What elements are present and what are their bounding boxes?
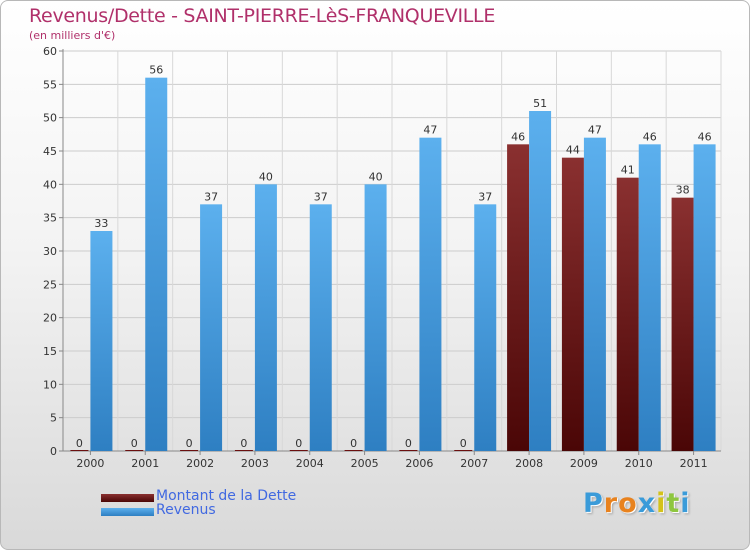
data-label: 0 bbox=[350, 437, 357, 450]
chart-subtitle: (en milliers d'€) bbox=[29, 29, 116, 42]
legend-swatch-debt bbox=[101, 494, 154, 502]
y-tick-label: 60 bbox=[43, 45, 57, 58]
data-label: 0 bbox=[460, 437, 467, 450]
data-label: 37 bbox=[478, 190, 492, 203]
y-tick-label: 45 bbox=[43, 145, 57, 158]
data-label: 47 bbox=[423, 124, 437, 137]
data-labels: 0 33 0 56 0 37 0 40 0 37 0 40 0 47 0 37 46 51 44 47 41 46 38 46 bbox=[76, 64, 712, 450]
bar-dette bbox=[507, 144, 530, 452]
data-label: 46 bbox=[698, 130, 712, 143]
grid-lines bbox=[62, 50, 722, 452]
bar-revenus bbox=[583, 137, 606, 451]
bar-revenus bbox=[529, 111, 552, 451]
y-tick-label: 40 bbox=[43, 178, 57, 191]
y-tick-label: 10 bbox=[43, 378, 57, 391]
bar-dette bbox=[671, 197, 694, 451]
data-label: 46 bbox=[643, 130, 657, 143]
data-label: 51 bbox=[533, 97, 547, 110]
legend-label-revenus: Revenus bbox=[156, 502, 216, 518]
x-tick-label: 2011 bbox=[680, 457, 708, 470]
data-label: 0 bbox=[295, 437, 302, 450]
data-label: 0 bbox=[76, 437, 83, 450]
logo-letter: P bbox=[583, 488, 604, 519]
bar-revenus bbox=[638, 144, 661, 452]
y-tick-label: 30 bbox=[43, 245, 57, 258]
bar-revenus bbox=[309, 204, 332, 451]
bar-revenus bbox=[693, 144, 716, 452]
data-label: 38 bbox=[676, 184, 690, 197]
logo-letter: i bbox=[680, 488, 691, 519]
data-label: 37 bbox=[314, 190, 328, 203]
data-label: 0 bbox=[131, 437, 138, 450]
data-label: 46 bbox=[511, 130, 525, 143]
y-tick-label: 55 bbox=[43, 78, 57, 91]
bar-dette bbox=[561, 157, 584, 451]
x-tick-label: 2008 bbox=[515, 457, 543, 470]
x-tick-label: 2007 bbox=[460, 457, 488, 470]
data-label: 47 bbox=[588, 124, 602, 137]
logo-letter: t bbox=[666, 488, 681, 519]
logo-letter: r bbox=[603, 488, 619, 519]
x-tick-label: 2002 bbox=[186, 457, 214, 470]
data-label: 0 bbox=[240, 437, 247, 450]
logo-letter: x bbox=[637, 488, 657, 519]
x-tick-label: 2005 bbox=[351, 457, 379, 470]
x-tick-label: 2001 bbox=[131, 457, 159, 470]
legend-swatch-revenus bbox=[101, 508, 154, 516]
x-tick-label: 2000 bbox=[76, 457, 104, 470]
data-label: 33 bbox=[94, 217, 108, 230]
data-label: 0 bbox=[186, 437, 193, 450]
chart-title: Revenus/Dette - SAINT-PIERRE-LèS-FRANQUE… bbox=[29, 5, 496, 27]
data-label: 0 bbox=[405, 437, 412, 450]
bar-revenus bbox=[90, 231, 113, 451]
data-label: 40 bbox=[259, 170, 273, 183]
y-tick-label: 20 bbox=[43, 312, 57, 325]
legend-label-debt: Montant de la Dette bbox=[156, 488, 297, 504]
x-tick-label: 2010 bbox=[625, 457, 653, 470]
data-label: 37 bbox=[204, 190, 218, 203]
x-tick-label: 2006 bbox=[405, 457, 433, 470]
bar-revenus bbox=[364, 184, 387, 452]
bar-revenus bbox=[419, 137, 442, 451]
data-label: 44 bbox=[566, 144, 580, 157]
y-tick-label: 15 bbox=[43, 345, 57, 358]
x-tick-label: 2004 bbox=[296, 457, 324, 470]
data-label: 41 bbox=[621, 164, 635, 177]
x-tick-label: 2009 bbox=[570, 457, 598, 470]
x-tick-label: 2003 bbox=[241, 457, 269, 470]
y-tick-label: 50 bbox=[43, 112, 57, 125]
bars bbox=[70, 77, 716, 452]
data-label: 40 bbox=[369, 170, 383, 183]
logo-letter: o bbox=[618, 488, 638, 519]
y-tick-label: 5 bbox=[50, 412, 57, 425]
bar-revenus bbox=[474, 204, 497, 451]
bar-dette bbox=[616, 177, 639, 451]
bar-revenus bbox=[145, 77, 168, 452]
y-tick-label: 35 bbox=[43, 212, 57, 225]
bar-revenus bbox=[254, 184, 277, 452]
data-label: 56 bbox=[149, 64, 163, 77]
proxiti-logo: Proxiti bbox=[583, 488, 691, 519]
logo-letter: i bbox=[656, 488, 667, 519]
bar-revenus bbox=[200, 204, 223, 451]
y-tick-label: 25 bbox=[43, 278, 57, 291]
y-tick-label: 0 bbox=[50, 445, 57, 458]
